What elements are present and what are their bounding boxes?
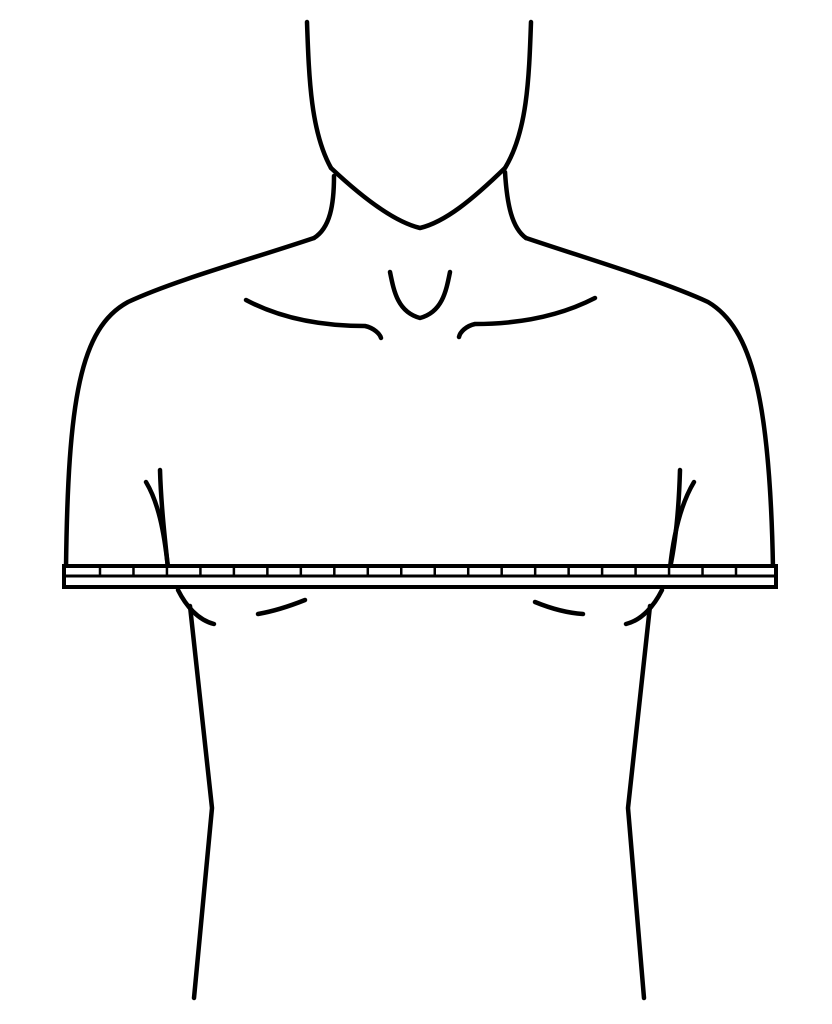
neck-left-edge [304, 19, 334, 171]
left-shoulder-arm-outline [63, 235, 317, 571]
neck-right-edge [502, 19, 534, 171]
right-trapezius-line [502, 169, 529, 241]
left-clavicle [243, 297, 384, 341]
tape-ticks [98, 568, 738, 577]
jawline [328, 165, 508, 231]
right-torso-side [625, 603, 653, 1001]
left-underarm-curve [175, 587, 217, 627]
right-clavicle [456, 295, 598, 340]
right-underarm-curve [623, 587, 665, 627]
left-trapezius-line [311, 173, 337, 241]
measuring-tape [62, 564, 778, 589]
right-armpit-inner [667, 467, 683, 571]
jugular-notch [387, 269, 453, 321]
left-pectoral-line [255, 597, 308, 617]
left-armpit-inner [157, 467, 171, 571]
right-shoulder-arm-outline [523, 235, 776, 571]
left-torso-side [187, 603, 215, 1001]
right-pectoral-line [532, 599, 586, 617]
